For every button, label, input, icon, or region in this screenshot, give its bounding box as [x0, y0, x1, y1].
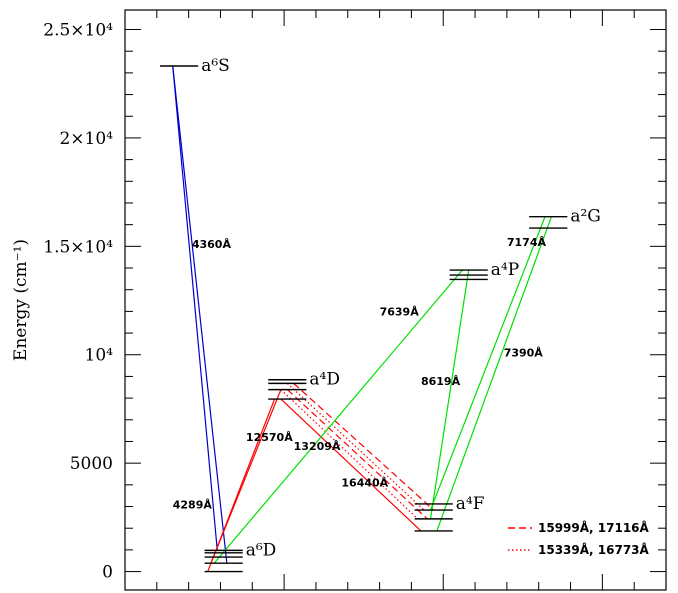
- y-tick-label: 2.5×10⁴: [43, 21, 113, 41]
- legend: 15999Å, 17116Å 15339Å, 16773Å: [508, 520, 650, 557]
- wavelength-label: 7174Å: [507, 236, 547, 249]
- y-tick-label: 5000: [70, 454, 113, 474]
- y-tick-label: 10⁴: [85, 346, 114, 366]
- wavelength-label: 4360Å: [192, 238, 232, 251]
- level-term-label: a²G: [570, 207, 601, 227]
- wavelength-label: 4289Å: [173, 498, 213, 511]
- level-term-label: a⁴P: [491, 260, 519, 280]
- transition-line: [172, 65, 228, 564]
- wavelength-label: 7390Å: [504, 347, 544, 360]
- transitions: [172, 65, 552, 572]
- level-term-label: a⁴D: [309, 370, 340, 390]
- plot-frame: [124, 9, 667, 591]
- transition-line: [172, 65, 218, 551]
- y-tick-label: 1.5×10⁴: [43, 237, 113, 257]
- wavelength-label: 12570Å: [246, 431, 293, 444]
- wavelength-label: 7639Å: [380, 305, 420, 318]
- transition-line: [429, 216, 546, 511]
- y-ticks: 0 5000 10⁴ 1.5×10⁴ 2×10⁴ 2.5×10⁴: [43, 21, 666, 583]
- transition-line: [293, 382, 435, 511]
- transition-line: [429, 269, 470, 519]
- legend-label: 15999Å, 17116Å: [538, 520, 650, 535]
- transition-line: [286, 382, 425, 511]
- wavelength-label: 13209Å: [294, 440, 341, 453]
- transition-line: [280, 389, 419, 520]
- transition-line: [280, 398, 422, 532]
- wavelength-label: 8619Å: [421, 375, 461, 388]
- transition-line: [436, 216, 552, 532]
- wavelength-label: 16440Å: [341, 477, 388, 490]
- y-tick-label: 0: [102, 563, 113, 583]
- transition-line: [210, 389, 282, 564]
- energy-levels: a⁶S a⁶D a⁴D a⁴F a⁴P a²G: [160, 56, 601, 573]
- legend-label: 15339Å, 16773Å: [538, 542, 650, 557]
- x-ticks: [156, 10, 635, 590]
- level-term-label: a⁶S: [201, 56, 230, 76]
- y-tick-label: 2×10⁴: [59, 129, 113, 149]
- level-term-label: a⁶D: [246, 540, 277, 560]
- level-term-label: a⁴F: [456, 494, 485, 514]
- transition-line: [286, 389, 428, 520]
- y-axis-label: Energy (cm⁻¹): [11, 239, 31, 361]
- transition-line: [213, 269, 463, 564]
